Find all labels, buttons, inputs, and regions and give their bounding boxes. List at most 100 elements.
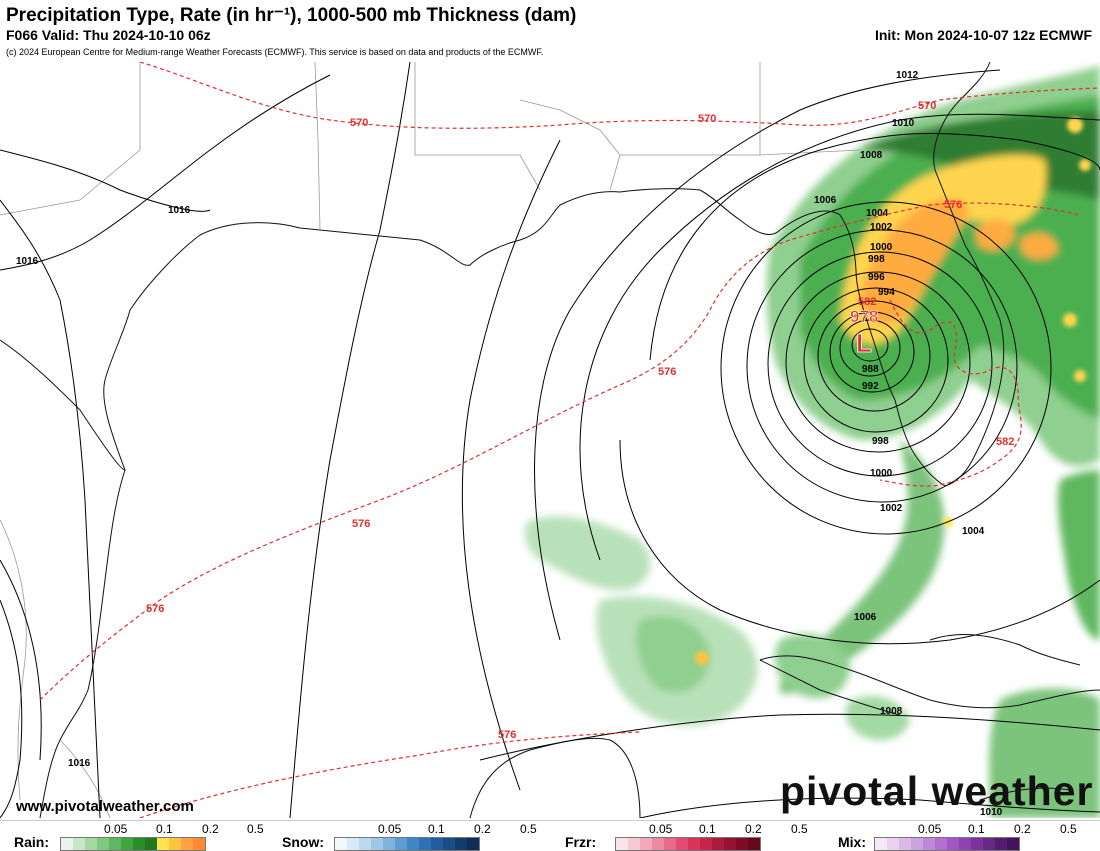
legend-snow-colorbar	[334, 837, 480, 851]
legend-swatch	[688, 838, 700, 850]
low-symbol: L	[856, 328, 872, 358]
legend-swatch	[419, 838, 431, 850]
legend-rain-tick: 0.5	[247, 822, 264, 836]
legend-swatch	[61, 838, 73, 850]
legend-swatch	[109, 838, 121, 850]
legend-frzr-tick: 0.1	[699, 822, 716, 836]
isobar-label-1016-north: 1016	[168, 205, 191, 216]
isobar-label-1008-south: 1008	[880, 706, 903, 717]
legend-mix: Mix: 0.05 0.1 0.2 0.5	[838, 821, 1100, 851]
legend-swatch	[133, 838, 145, 850]
legend-snow: Snow: 0.05 0.1 0.2 0.5	[282, 821, 552, 851]
isobar-label-1000-south: 1000	[870, 468, 893, 479]
legend-frzr-tick: 0.2	[745, 822, 762, 836]
legend-rain-tick: 0.1	[156, 822, 173, 836]
isobar-label-998: 998	[868, 254, 885, 265]
legend-swatch	[887, 838, 899, 850]
state-borders	[0, 62, 861, 818]
legend-mix-tick: 0.2	[1014, 822, 1031, 836]
legend-swatch	[736, 838, 748, 850]
legend-swatch	[971, 838, 983, 850]
isobars	[0, 62, 1100, 818]
legend-swatch	[995, 838, 1007, 850]
isobar-label-988: 988	[862, 364, 879, 375]
thickness-label-582-east: 582	[996, 436, 1014, 448]
legend-frzr-tick: 0.5	[791, 822, 808, 836]
legend-mix-tick: 0.05	[918, 822, 942, 836]
legend-snow-label: Snow:	[282, 834, 324, 850]
legend-swatch	[676, 838, 688, 850]
legend-swatch	[467, 838, 479, 850]
isobar-label-1000: 1000	[870, 242, 893, 253]
thickness-lines	[39, 62, 1100, 818]
legend-mix-tick: 0.5	[1060, 822, 1077, 836]
legend-snow-tick: 0.05	[378, 822, 402, 836]
legend-swatch	[455, 838, 467, 850]
legend-swatch	[407, 838, 419, 850]
weather-map[interactable]: 1012 1010 1008 1006 1004 1002 1000 998 9…	[0, 62, 1100, 818]
legend-swatch	[383, 838, 395, 850]
isobar-label-1008: 1008	[860, 150, 883, 161]
precip-heavy-cells	[695, 117, 1091, 665]
isobar-label-1016-mexico: 1016	[68, 758, 91, 769]
thickness-label-570-east: 570	[918, 100, 936, 112]
init-time: Init: Mon 2024-10-07 12z ECMWF	[874, 27, 1092, 43]
legend-swatch	[169, 838, 181, 850]
isobar-label-1010: 1010	[892, 118, 915, 129]
legend-rain: Rain: 0.05 0.1 0.2 0.5	[14, 821, 274, 851]
legend-swatch	[335, 838, 347, 850]
thickness-label-570-west: 570	[350, 117, 368, 129]
legend-swatch	[359, 838, 371, 850]
legend-swatch	[73, 838, 85, 850]
legend-swatch	[700, 838, 712, 850]
legend-swatch	[947, 838, 959, 850]
legend-swatch	[121, 838, 133, 850]
thickness-label-576-south: 576	[498, 729, 516, 741]
map-header: Precipitation Type, Rate (in hr⁻¹), 1000…	[0, 0, 1100, 62]
isobar-label-1002-south: 1002	[880, 503, 903, 514]
legend-frzr: Frzr: 0.05 0.1 0.2 0.5	[565, 821, 835, 851]
low-pressure-center[interactable]: 978 L	[850, 307, 879, 359]
legend-frzr-colorbar	[615, 837, 761, 851]
legend-swatch	[640, 838, 652, 850]
legend-swatch	[193, 838, 205, 850]
low-central-pressure: 978	[850, 307, 878, 326]
legend-snow-tick: 0.2	[474, 822, 491, 836]
legend-swatch	[959, 838, 971, 850]
legend-swatch	[875, 838, 887, 850]
thickness-label-576-east: 576	[944, 199, 962, 211]
legend-swatch	[899, 838, 911, 850]
legend-swatch	[983, 838, 995, 850]
isobar-label-1002: 1002	[870, 222, 893, 233]
isobar-label-1004-south: 1004	[962, 526, 985, 537]
legend-swatch	[616, 838, 628, 850]
legend-snow-tick: 0.1	[428, 822, 445, 836]
legend-mix-colorbar	[874, 837, 1020, 851]
legend-swatch	[712, 838, 724, 850]
legend-swatch	[145, 838, 157, 850]
isobar-label-1006-south: 1006	[854, 612, 877, 623]
legend-swatch	[157, 838, 169, 850]
thickness-labels: 570 570 570 576 576 576 576 576 582 582	[146, 100, 1014, 741]
thickness-label-576-gulf: 576	[658, 366, 676, 378]
isobar-label-998-south: 998	[872, 436, 889, 447]
thickness-label-570-mid: 570	[698, 113, 716, 125]
legend-swatch	[664, 838, 676, 850]
isobar-label-996: 996	[868, 272, 885, 283]
thickness-label-576-west: 576	[146, 603, 164, 615]
website-url[interactable]: www.pivotalweather.com	[16, 798, 194, 815]
legend-rain-label: Rain:	[14, 834, 49, 850]
legend-frzr-label: Frzr:	[565, 834, 597, 850]
legend-swatch	[443, 838, 455, 850]
legend-rain-tick: 0.05	[104, 822, 128, 836]
legend-swatch	[347, 838, 359, 850]
thickness-label-576-central: 576	[352, 518, 370, 530]
legend-mix-label: Mix:	[838, 834, 866, 850]
map-title: Precipitation Type, Rate (in hr⁻¹), 1000…	[6, 5, 577, 26]
legend-rain-colorbar	[60, 837, 206, 851]
precip-legend: Rain: 0.05 0.1 0.2 0.5 Snow: 0.05 0.1 0.…	[0, 820, 1100, 851]
brand-logo: pivotal weather	[780, 768, 1094, 814]
isobar-label-1016-west: 1016	[16, 256, 39, 267]
legend-swatch	[935, 838, 947, 850]
legend-rain-tick: 0.2	[202, 822, 219, 836]
